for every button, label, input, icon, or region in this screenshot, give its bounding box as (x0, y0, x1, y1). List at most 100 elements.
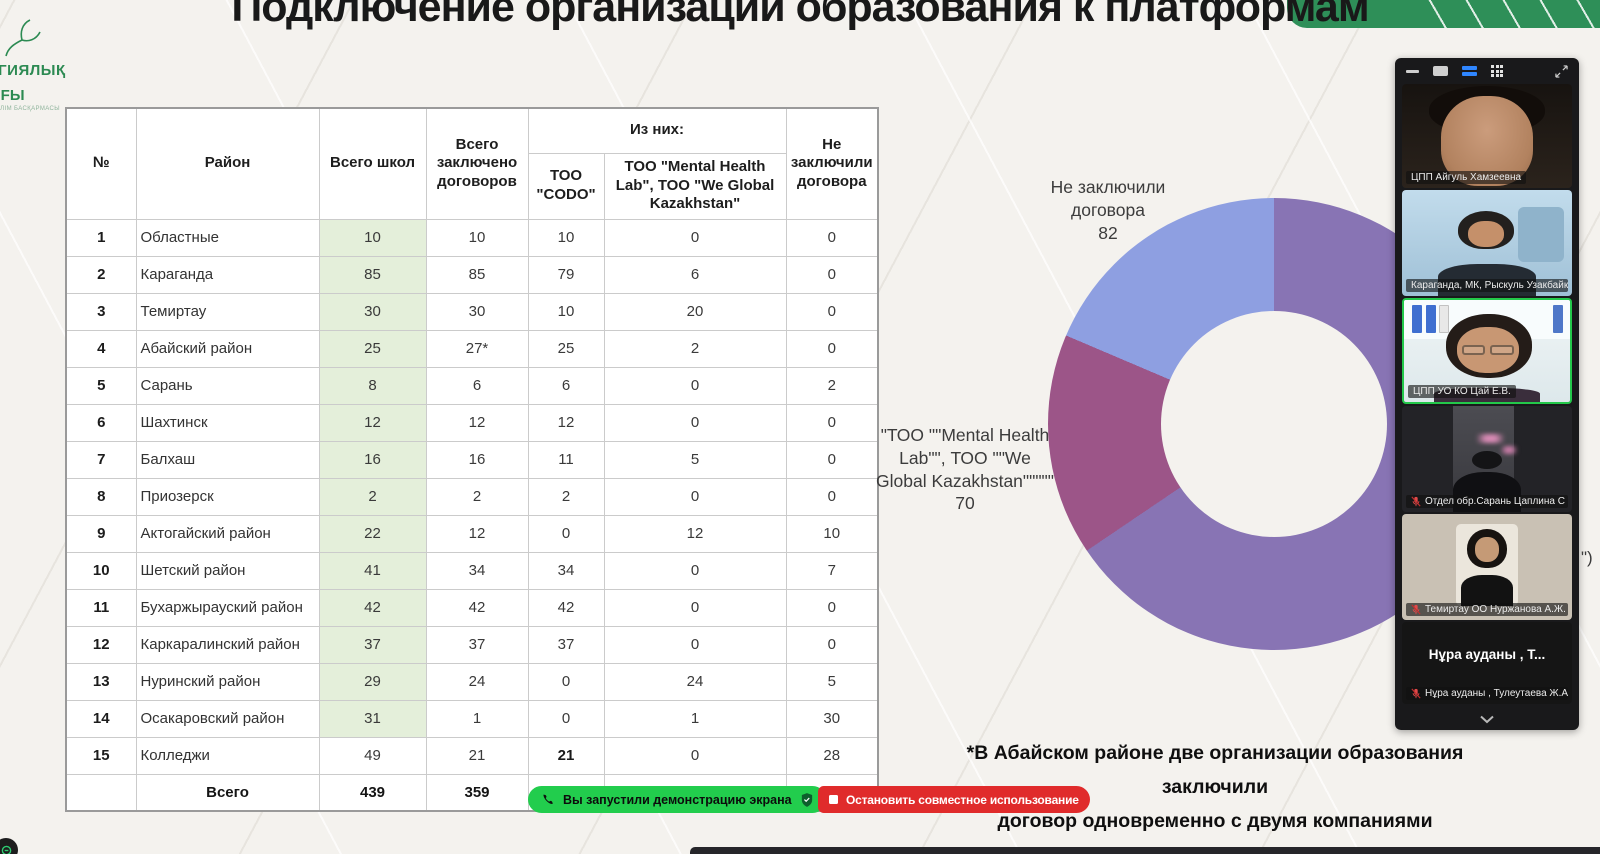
participant-video (1402, 514, 1572, 620)
participant-tile[interactable]: ЦПП Айгуль Хамзеевна (1402, 84, 1572, 188)
system-tray-badge[interactable] (0, 838, 18, 854)
value-cell: 0 (603, 736, 787, 775)
participant-name-label: ЦПП Айгуль Хамзеевна (1406, 171, 1527, 184)
value-cell: 34 (425, 551, 529, 590)
footnote-line-1: *В Абайском районе две организации образ… (966, 742, 1464, 798)
callout-line: 82 (1098, 222, 1118, 243)
screenshare-status-text: Вы запустили демонстрацию экрана (563, 792, 792, 807)
row-number-cell: 15 (65, 736, 137, 775)
participant-tile[interactable]: Темиртау ОО Нуржанова А.Ж. (1402, 514, 1572, 620)
total-cell: Всего (135, 773, 320, 812)
row-number-cell: 12 (65, 625, 137, 664)
table-row: 5 Сарань 8 6 6 0 2 (65, 366, 879, 405)
col-header-partners: ТОО "Mental Health Lab", ТОО "We Global … (603, 152, 787, 220)
participant-tiles: ЦПП Айгуль Хамзеевна Караганда, МК, Рыск… (1395, 84, 1579, 708)
value-cell: 5 (603, 440, 787, 479)
value-cell: 0 (527, 699, 605, 738)
callout-line: 70 (955, 493, 975, 514)
participant-name-label: Нұра ауданы , Тулеутаева Ж.А. ... (1406, 687, 1568, 700)
value-cell: 0 (603, 625, 787, 664)
row-number-cell: 11 (65, 588, 137, 627)
video-participants-panel: ЦПП Айгуль Хамзеевна Караганда, МК, Рыск… (1395, 58, 1579, 730)
district-cell: Шахтинск (135, 403, 320, 442)
value-cell: 42 (425, 588, 529, 627)
value-cell: 16 (318, 440, 427, 479)
mic-muted-icon (1411, 688, 1421, 699)
chart-callout-not-contracted: Не заключили договора 82 (1008, 176, 1208, 244)
table-row: 3 Темиртау 30 30 10 20 0 (65, 292, 879, 331)
col-header-schools: Всего школ (318, 107, 427, 220)
value-cell: 34 (527, 551, 605, 590)
value-cell: 2 (527, 477, 605, 516)
table-row: 6 Шахтинск 12 12 12 0 0 (65, 403, 879, 442)
table-row: 8 Приозерск 2 2 2 0 0 (65, 477, 879, 516)
col-header-codo: ТОО "CODO" (527, 152, 605, 220)
minimize-icon[interactable] (1406, 69, 1419, 73)
value-cell: 20 (603, 292, 787, 331)
value-cell: 0 (527, 662, 605, 701)
participant-video (1402, 406, 1572, 512)
district-cell: Приозерск (135, 477, 320, 516)
phone-icon (543, 794, 553, 804)
participant-name-label: Караганда, МК, Рыскуль Узакбайк... (1406, 279, 1568, 292)
value-cell: 7 (785, 551, 879, 590)
logo-text-line3: Ы БІЛІМ БАСҚАРМАСЫ (0, 106, 61, 113)
callout-line: Lab"", ТОО ""We (899, 447, 1031, 468)
col-header-group: Из них: (527, 107, 787, 154)
green-ribbon-decoration (1287, 0, 1600, 28)
value-cell: 79 (527, 255, 605, 294)
logo-text-line1: ОГИЯЛЫҚ (0, 61, 66, 79)
mic-muted-icon (1411, 496, 1421, 507)
row-number-cell: 4 (65, 329, 137, 368)
table-row: 10 Шетский район 41 34 34 0 7 (65, 551, 879, 590)
tray-badge-icon (1, 845, 11, 854)
value-cell: 37 (527, 625, 605, 664)
district-cell: Шетский район (135, 551, 320, 590)
participant-tile[interactable]: Отдел обр.Сарань Цаплина С (1402, 406, 1572, 512)
col-header-district: Район (135, 107, 320, 220)
callout-line: Global Kazakhstan""""" (876, 470, 1054, 491)
grid-view-icon[interactable] (1491, 65, 1503, 77)
stop-sharing-button[interactable]: Остановить совместное использование (818, 786, 1090, 813)
row-number-cell: 9 (65, 514, 137, 553)
value-cell: 0 (603, 551, 787, 590)
value-cell: 24 (603, 662, 787, 701)
value-cell: 30 (785, 699, 879, 738)
value-cell: 37 (425, 625, 529, 664)
table-row: 14 Осакаровский район 31 1 0 1 30 (65, 699, 879, 738)
callout-line: "ТОО ""Mental Health (880, 425, 1050, 445)
table-row: 1 Областные 10 10 10 0 0 (65, 218, 879, 257)
value-cell: 12 (318, 403, 427, 442)
speaker-view-icon[interactable] (1433, 66, 1448, 76)
value-cell: 49 (318, 736, 427, 775)
value-cell: 0 (785, 625, 879, 664)
value-cell: 0 (603, 477, 787, 516)
value-cell: 0 (785, 255, 879, 294)
district-cell: Каркаралинский район (135, 625, 320, 664)
value-cell: 37 (318, 625, 427, 664)
participant-tile[interactable]: ЦПП УО КО Цай Е.В. (1402, 298, 1572, 404)
value-cell: 0 (785, 588, 879, 627)
row-number-cell: 14 (65, 699, 137, 738)
districts-table: № Район Всего школ Всего заключено догов… (65, 107, 879, 812)
row-number-cell: 13 (65, 662, 137, 701)
row-number-cell: 2 (65, 255, 137, 294)
table-row: 13 Нуринский район 29 24 0 24 5 (65, 662, 879, 701)
participant-tile[interactable]: Нұра ауданы , Т... Нұра ауданы , Тулеутае… (1402, 622, 1572, 704)
video-panel-header (1395, 58, 1579, 84)
value-cell: 41 (318, 551, 427, 590)
value-cell: 28 (785, 736, 879, 775)
value-cell: 0 (785, 403, 879, 442)
participant-tile[interactable]: Караганда, МК, Рыскуль Узакбайк... (1402, 190, 1572, 296)
gallery-strip-view-icon[interactable] (1462, 66, 1477, 76)
stop-sharing-label: Остановить совместное использование (846, 792, 1079, 807)
expand-panel-icon[interactable] (1555, 64, 1568, 78)
collapse-participants-button[interactable] (1395, 708, 1579, 730)
value-cell: 0 (785, 329, 879, 368)
district-cell: Осакаровский район (135, 699, 320, 738)
district-cell: Бухаржырауский район (135, 588, 320, 627)
value-cell: 6 (527, 366, 605, 405)
col-header-none: Не заключили договора (785, 107, 879, 220)
value-cell: 25 (318, 329, 427, 368)
value-cell: 6 (603, 255, 787, 294)
